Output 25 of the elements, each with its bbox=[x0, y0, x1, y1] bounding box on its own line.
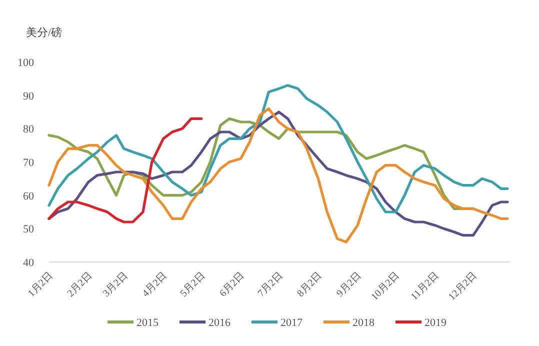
legend-label: 2016 bbox=[208, 317, 231, 329]
x-tick-label: 9月2日 bbox=[334, 270, 364, 300]
y-tick-label: 60 bbox=[23, 190, 34, 202]
legend-label: 2015 bbox=[136, 317, 159, 329]
x-tick-label: 10月2日 bbox=[369, 270, 402, 303]
x-tick-label: 4月2日 bbox=[140, 270, 170, 300]
y-tick-label: 70 bbox=[23, 157, 34, 169]
x-tick-label: 2月2日 bbox=[66, 270, 94, 300]
y-tick-label: 80 bbox=[23, 124, 34, 136]
y-tick-label: 90 bbox=[23, 90, 34, 102]
x-tick-label: 8月2日 bbox=[295, 270, 324, 300]
legend-label: 2019 bbox=[424, 317, 447, 329]
y-tick-label: 40 bbox=[23, 257, 34, 269]
legend-label: 2018 bbox=[352, 317, 375, 329]
legend-label: 2017 bbox=[280, 317, 303, 329]
y-tick-label: 100 bbox=[18, 57, 34, 69]
x-tick-label: 12月2日 bbox=[446, 270, 480, 303]
x-tick-label: 7月2日 bbox=[256, 270, 285, 300]
x-tick-label: 5月2日 bbox=[178, 270, 208, 300]
x-tick-label: 3月2日 bbox=[101, 270, 130, 300]
x-tick-label: 1月2日 bbox=[26, 270, 56, 300]
ylabel: 美分/磅 bbox=[26, 27, 62, 39]
x-tick-label: 11月2日 bbox=[408, 270, 442, 303]
y-tick-label: 50 bbox=[23, 224, 34, 236]
x-tick-label: 6月2日 bbox=[218, 270, 247, 300]
